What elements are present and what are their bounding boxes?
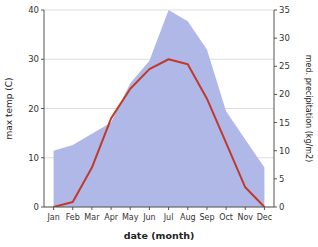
x-tick [226,207,227,210]
grid-line [44,10,274,11]
y2-tick-label: 0 [279,202,284,212]
y-tick-label: 20 [28,104,39,114]
y2-tick-label: 15 [279,118,290,128]
y2-tick-label: 35 [279,5,290,15]
grid-line [44,207,274,208]
y2-tick [274,122,277,123]
x-tick [111,207,112,210]
y2-tick [274,38,277,39]
x-tick-label: Apr [104,213,119,222]
y2-tick [274,10,277,11]
x-tick-label: Oct [219,213,233,222]
area [54,10,265,207]
y-tick [41,108,44,109]
x-tick-label: Jul [163,213,174,222]
y-tick [41,10,44,11]
x-tick-label: Feb [66,213,80,222]
x-axis-label: date (month) [124,230,195,241]
y2-tick [274,178,277,179]
y2-tick-label: 5 [279,174,284,184]
y-tick-label: 0 [34,202,39,212]
y-axis-label: max temp (C) [4,77,14,139]
plot-area [54,10,265,207]
x-tick [130,207,131,210]
x-axis [44,207,274,208]
chart: 01020304005101520253035JanFebMarAprMayJu… [0,0,318,247]
x-tick-label: Dec [257,213,272,222]
x-tick-label: Sep [199,213,214,222]
x-tick [206,207,207,210]
y-tick [41,157,44,158]
x-tick [264,207,265,210]
x-tick-label: Mar [84,213,100,222]
y2-tick [274,66,277,67]
x-tick-label: Jan [46,213,59,222]
x-tick-label: Nov [237,213,253,222]
x-tick [168,207,169,210]
y2-tick-label: 20 [279,89,290,99]
y-tick-label: 10 [28,153,39,163]
line [54,59,265,207]
y2-axis-label: med. precipitation (kg/m2) [304,55,313,162]
x-tick [245,207,246,210]
x-tick-label: Aug [180,213,196,222]
x-tick [149,207,150,210]
x-tick [53,207,54,210]
x-tick-label: May [122,213,139,222]
y2-tick [274,207,277,208]
y-tick-label: 30 [28,54,39,64]
x-tick-label: Jun [142,213,156,222]
x-tick [72,207,73,210]
y2-tick-label: 10 [279,146,290,156]
x-tick [91,207,92,210]
y-tick-label: 40 [28,5,39,15]
y2-axis [274,10,275,207]
y-tick [41,59,44,60]
y2-tick [274,94,277,95]
y2-tick-label: 30 [279,33,290,43]
y-tick [41,207,44,208]
x-tick [187,207,188,210]
y2-tick-label: 25 [279,61,290,71]
y2-tick [274,150,277,151]
